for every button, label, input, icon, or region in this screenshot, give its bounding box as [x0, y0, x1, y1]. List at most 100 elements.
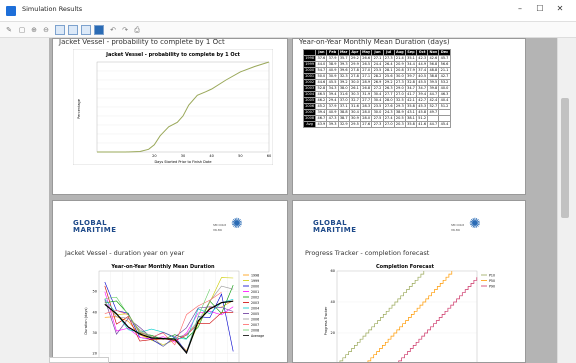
y-tick-label: 40	[93, 310, 97, 314]
vertical-scrollbar[interactable]	[557, 38, 571, 363]
toolbar: ✎ ▢ ⊕ ⊖ ↶ ↷ ⎙	[0, 22, 576, 38]
new-icon[interactable]: ✎	[6, 26, 12, 34]
legend-label: P90	[489, 284, 495, 288]
table-cell: 1998	[302, 55, 317, 62]
series-line	[104, 299, 234, 339]
x-tick-label: 20	[152, 154, 156, 158]
table-cell: 27.3	[371, 121, 384, 128]
series-line	[104, 300, 234, 355]
logo-text: GLOBAL	[73, 219, 108, 227]
table-cell: 2000	[302, 67, 317, 74]
close-button[interactable]: ✕	[556, 4, 564, 13]
four-page-icon[interactable]	[81, 25, 91, 35]
legend-label: 2003	[251, 301, 259, 305]
forecast-line	[367, 271, 453, 362]
table-cell: 41.6	[416, 121, 429, 128]
print-icon[interactable]: ⎙	[134, 26, 140, 34]
page-heading: Jacket Vessel - probability to complete …	[59, 38, 225, 46]
series-line	[104, 292, 222, 346]
app-icon	[6, 6, 16, 16]
legend-label: Average	[251, 334, 264, 338]
multi-page-icon[interactable]	[94, 25, 104, 35]
legend-label: 2008	[251, 328, 259, 332]
y-axis-label: Duration (days)	[84, 307, 88, 335]
table-cell: 29.5	[348, 121, 361, 128]
table-row: 1999 44.0 38.9 39.3 29.9 26.5 24.4 26.4 20.9 34.4…	[302, 61, 451, 68]
table-cell: 32.9	[337, 121, 350, 128]
gear-logo-icon: ✺	[469, 216, 481, 232]
table-row: 2000 54.7 40.9 39.6 27.8 27.0 23.5 28.1 20.8 37.9…	[302, 67, 451, 74]
status-bar-segment	[49, 357, 109, 363]
table-cell: 27.6	[359, 121, 373, 128]
version-label: V6.89	[451, 228, 460, 232]
company-name: SM Orbit	[451, 223, 464, 227]
maximize-button[interactable]: ☐	[536, 4, 544, 13]
legend-label: 2001	[251, 290, 259, 294]
logo-text: GLOBAL	[313, 219, 348, 227]
table-cell: 44.7	[427, 121, 440, 128]
legend-label: P50	[489, 279, 495, 283]
table-cell: 43.9	[315, 121, 328, 128]
legend-label: 2007	[251, 323, 259, 327]
table-cell: 2004	[302, 91, 317, 98]
table-cell: 2006	[302, 103, 317, 110]
legend-label: 1999	[251, 279, 259, 283]
global-maritime-logo: GLOBAL MARITIME	[73, 220, 117, 234]
x-tick-label: 50	[238, 154, 242, 158]
table-cell: 2007	[302, 109, 317, 116]
probability-chart: Jacket Vessel - probability to complete …	[73, 49, 273, 165]
preview-canvas[interactable]: Jacket Vessel - probability to complete …	[49, 38, 557, 363]
legend-label: 2002	[251, 295, 259, 299]
page-heading: Year-on-Year Monthly Mean Duration (days…	[299, 38, 450, 46]
table-cell: 39.3	[326, 121, 339, 128]
y-tick-label: 50	[93, 290, 97, 294]
y-tick-label: 20	[331, 331, 335, 335]
page-heading: Progress Tracker - completion forecast	[305, 249, 430, 257]
y-tick-label: 40	[331, 300, 335, 304]
table-cell: 35.8	[404, 121, 418, 128]
series-line	[104, 289, 211, 354]
table-cell: 45.4	[438, 121, 451, 128]
chart-title: Year-on-Year Monthly Mean Duration	[110, 264, 215, 270]
forecast-line	[398, 277, 478, 362]
gear-logo-icon: ✺	[231, 216, 243, 232]
page-2: Year-on-Year Monthly Mean Duration (days…	[292, 38, 526, 195]
legend-label: 1998	[251, 273, 259, 277]
zoom-out-icon[interactable]: ⊖	[43, 26, 49, 34]
page-1: Jacket Vessel - probability to complete …	[52, 38, 288, 195]
one-page-icon[interactable]	[55, 25, 65, 35]
table-cell: Avg	[302, 121, 317, 128]
legend-label: P10	[489, 273, 495, 277]
back-icon[interactable]: ↶	[110, 26, 116, 34]
minimize-button[interactable]: –	[518, 4, 522, 13]
series-line	[104, 298, 234, 340]
zoom-in-icon[interactable]: ⊕	[31, 26, 37, 34]
table-cell: 20.3	[393, 121, 406, 128]
page-3: GLOBAL MARITIME SM Orbit V6.89 ✺ Jacket …	[52, 200, 288, 363]
table-cell: 2008	[302, 115, 317, 122]
x-axis-label: Days Started Prior to Finish Date	[154, 160, 211, 164]
two-page-icon[interactable]	[68, 25, 78, 35]
duration-chart: Year-on-Year Monthly Mean Duration 20 30 4…	[84, 264, 264, 362]
table-row: Avg 43.9 39.3 32.9 29.5 27.6 27.3 27.0 20.3 35.8 4…	[302, 121, 451, 128]
y-axis-label: Percentage	[77, 99, 81, 119]
y-tick-label: 30	[93, 331, 97, 335]
legend-label: 2006	[251, 317, 259, 321]
forward-icon[interactable]: ↷	[122, 26, 128, 34]
monthly-duration-table: Jan Feb Mar Apr May Jun Jul Aug Sep Oct Nov Dec 1998…	[302, 49, 451, 128]
legend-label: 2000	[251, 284, 259, 288]
y-axis-label: Progress Tracker	[324, 306, 328, 335]
version-label: V6.89	[213, 228, 222, 232]
series-line	[104, 281, 234, 353]
table-header-cell: May	[359, 49, 373, 56]
x-tick-label: 60	[267, 154, 271, 158]
scrollbar-thumb[interactable]	[561, 98, 569, 218]
page-heading: Jacket Vessel - duration year on year	[65, 249, 185, 257]
table-row: 2003 52.8 34.3 38.0 26.1 26.8 27.2 26.3 29.0 34.7…	[302, 85, 451, 92]
legend-label: 2004	[251, 306, 259, 310]
table-cell: 1999	[302, 61, 317, 68]
y-tick-label: 60	[331, 269, 335, 273]
open-icon[interactable]: ▢	[18, 26, 26, 34]
